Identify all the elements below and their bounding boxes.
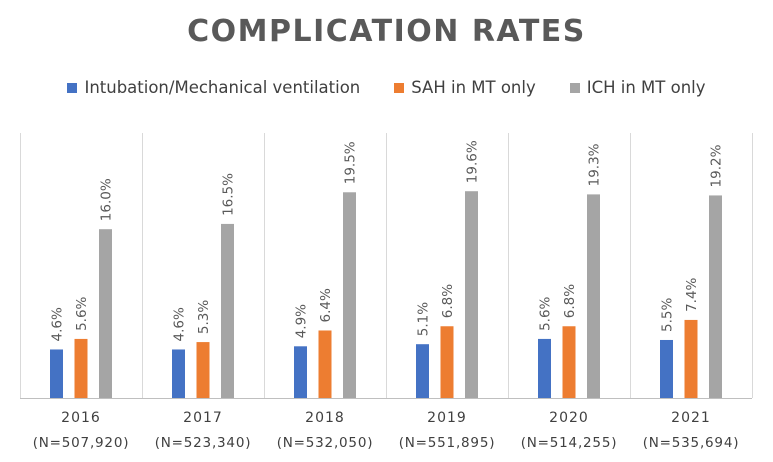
category-label-year: 2021: [671, 410, 711, 426]
data-label: 19.2%: [709, 144, 725, 187]
bar-1-2017: [172, 349, 185, 398]
data-label: 4.6%: [50, 307, 66, 341]
bar-1-2016: [50, 349, 63, 398]
category-label-year: 2020: [549, 410, 589, 426]
data-label: 6.8%: [562, 284, 578, 318]
category-label-n: (N=532,050): [277, 435, 374, 451]
bar-2-2018: [318, 330, 332, 398]
data-label: 16.5%: [221, 173, 237, 216]
bar-2-2017: [196, 342, 210, 398]
category-label-year: 2019: [427, 410, 467, 426]
bar-1-2020: [538, 338, 551, 398]
legend-item-sah: SAH in MT only: [394, 78, 536, 97]
bar-2-2016: [74, 338, 88, 398]
legend-swatch-ich: [569, 82, 580, 93]
data-label: 5.1%: [416, 302, 432, 336]
legend-swatch-sah: [394, 82, 405, 93]
data-label: 6.4%: [318, 288, 334, 322]
chart-title: COMPLICATION RATES: [187, 14, 586, 49]
data-label: 5.5%: [660, 298, 676, 332]
category-label-n: (N=514,255): [521, 435, 618, 451]
legend-swatch-intubation: [67, 82, 78, 93]
category-label-n: (N=535,694): [643, 435, 740, 451]
bar-2-2021: [684, 319, 698, 398]
bar-2-2019: [440, 326, 454, 398]
data-label: 19.5%: [343, 141, 359, 184]
bar-3-2018: [343, 192, 356, 398]
legend-item-ich: ICH in MT only: [569, 78, 706, 97]
category-label-n: (N=551,895): [399, 435, 496, 451]
data-label: 7.4%: [684, 277, 700, 311]
data-label: 4.9%: [294, 304, 310, 338]
category-label-year: 2018: [305, 410, 345, 426]
legend-label-sah: SAH in MT only: [411, 78, 536, 97]
category-label-year: 2016: [61, 410, 101, 426]
bar-3-2016: [99, 229, 112, 398]
legend: Intubation/Mechanical ventilation SAH in…: [0, 78, 773, 97]
bar-3-2020: [587, 194, 600, 398]
bar-3-2019: [465, 191, 478, 398]
data-label: 5.6%: [538, 296, 554, 330]
bar-2-2020: [562, 326, 576, 398]
data-label: 4.6%: [172, 307, 188, 341]
bar-1-2018: [294, 346, 307, 398]
data-label: 16.0%: [99, 178, 115, 221]
legend-item-intubation: Intubation/Mechanical ventilation: [67, 78, 360, 97]
category-label-year: 2017: [183, 410, 223, 426]
data-label: 5.3%: [196, 300, 212, 334]
data-label: 5.6%: [74, 296, 90, 330]
legend-label-ich: ICH in MT only: [586, 78, 706, 97]
data-label: 6.8%: [440, 284, 456, 318]
legend-label-intubation: Intubation/Mechanical ventilation: [84, 78, 361, 97]
bar-1-2019: [416, 344, 429, 398]
data-label: 19.6%: [465, 140, 481, 183]
category-label-n: (N=507,920): [33, 435, 130, 451]
bar-1-2021: [660, 339, 673, 398]
bar-3-2017: [221, 223, 234, 398]
category-label-n: (N=523,340): [155, 435, 252, 451]
data-label: 19.3%: [587, 143, 603, 186]
bar-3-2021: [709, 195, 722, 398]
